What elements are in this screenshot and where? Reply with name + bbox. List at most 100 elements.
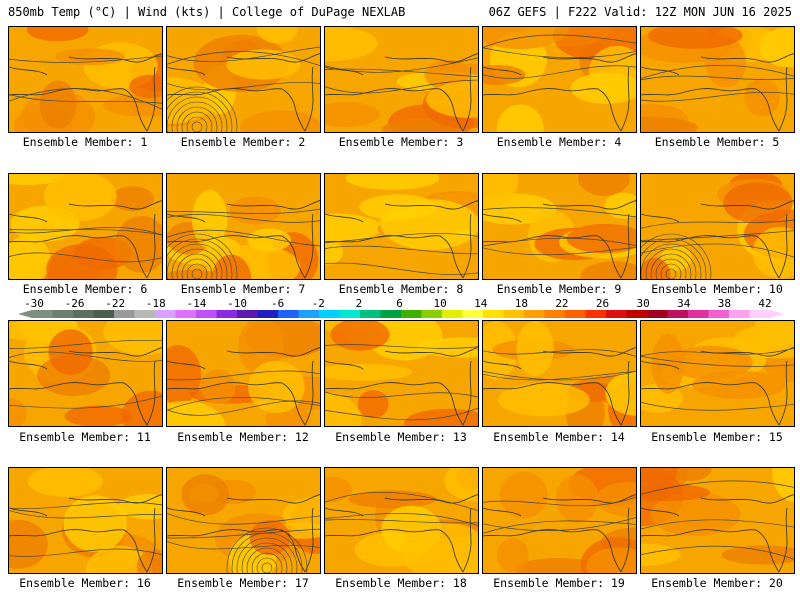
contour-line [641, 230, 794, 241]
contour-line [167, 82, 320, 91]
storm-contour [167, 233, 238, 279]
ensemble-panel [640, 320, 795, 427]
contour-line [167, 513, 320, 525]
storm-contour [641, 238, 707, 279]
colorbar-tick-label: 42 [758, 297, 772, 310]
temperature-area [580, 261, 636, 279]
colorbar-swatch [216, 310, 238, 318]
colorbar-tick-label: 38 [717, 297, 731, 310]
temperature-area [238, 321, 284, 375]
contour-line [641, 347, 794, 357]
temperature-area [167, 345, 202, 405]
contour-line [641, 480, 794, 495]
colorbar-swatch [155, 310, 176, 318]
temperature-area [129, 74, 162, 99]
contour-line [641, 219, 794, 229]
ensemble-panel [8, 26, 163, 133]
colorbar-tick-label: -26 [64, 297, 85, 310]
contour-line [641, 64, 794, 79]
contour-line [483, 47, 636, 59]
storm-contour [641, 243, 702, 279]
ensemble-member-label: Ensemble Member: 6 [22, 282, 148, 296]
colorbar-swatch [421, 310, 443, 318]
temperature-area [64, 405, 132, 426]
temperature-area [426, 81, 478, 118]
coastline [9, 53, 162, 132]
ensemble-member-label: Ensemble Member: 17 [177, 576, 309, 590]
colorbar-swatch [503, 310, 525, 318]
temperature-area [330, 321, 390, 351]
temperature-colorbar [18, 310, 784, 318]
contour-line [483, 520, 636, 534]
ensemble-panel [482, 173, 637, 280]
temperature-area [9, 398, 27, 426]
ensemble-panel [324, 320, 479, 427]
temperature-area [641, 484, 711, 502]
coastline [483, 494, 636, 573]
ensemble-member-label: Ensemble Member: 15 [651, 430, 783, 444]
colorbar-swatch [729, 310, 750, 318]
temperature-area [26, 27, 89, 42]
colorbar-swatch [32, 310, 53, 318]
ensemble-member-label: Ensemble Member: 3 [338, 135, 464, 149]
coastline [483, 53, 636, 132]
colorbar-swatch [544, 310, 566, 318]
storm-contour [176, 253, 218, 279]
colorbar-swatch [667, 310, 689, 318]
colorbar-swatch [483, 310, 504, 318]
coastline [167, 53, 320, 132]
contour-line [167, 208, 320, 214]
colorbar-tick-label: 10 [433, 297, 447, 310]
temperature-area [27, 468, 103, 497]
colorbar-tick-label: 26 [595, 297, 610, 310]
colorbar-min-arrow [18, 310, 32, 318]
contour-line [167, 396, 320, 411]
temperature-area [400, 522, 478, 573]
colorbar-swatch [237, 310, 258, 318]
contour-line [641, 519, 794, 530]
contour-line [483, 517, 636, 531]
temperature-area [43, 174, 117, 222]
ensemble-panel [482, 26, 637, 133]
contour-line [641, 545, 794, 560]
ensemble-member-label: Ensemble Member: 14 [493, 430, 625, 444]
contour-line [483, 370, 636, 381]
ensemble-member-label: Ensemble Member: 11 [19, 430, 151, 444]
coastline [325, 347, 478, 426]
colorbar-swatch [565, 310, 586, 318]
temperature-area [723, 182, 793, 224]
temperature-area [705, 37, 747, 88]
colorbar-swatch [524, 310, 545, 318]
contour-line [167, 51, 320, 67]
temperature-area [325, 238, 344, 265]
contour-line [9, 227, 162, 236]
coastline [9, 200, 162, 279]
storm-contour [226, 527, 308, 573]
colorbar-tick-label: 18 [514, 297, 528, 310]
colorbar-swatch [278, 310, 299, 318]
temperature-area [596, 482, 636, 517]
contour-line [325, 513, 478, 527]
contour-line [325, 407, 478, 421]
contour-line [167, 541, 320, 550]
temperature-area [325, 364, 413, 381]
contour-line [325, 79, 478, 94]
storm-contour [645, 248, 697, 279]
temperature-area [9, 321, 64, 341]
temperature-area [325, 476, 352, 503]
colorbar-tick-label: 2 [355, 297, 363, 310]
temperature-area [167, 77, 216, 124]
colorbar-swatch [196, 310, 217, 318]
coastline [483, 347, 636, 426]
colorbar-swatch [380, 310, 402, 318]
colorbar-tick-label: 22 [555, 297, 569, 310]
storm-contour [171, 248, 223, 279]
temperature-area [200, 369, 236, 405]
colorbar-swatch [688, 310, 709, 318]
contour-line [9, 94, 162, 104]
ensemble-member-label: Ensemble Member: 9 [496, 282, 622, 296]
temperature-area [444, 468, 478, 502]
storm-contour [191, 268, 203, 279]
colorbar-swatch [114, 310, 135, 318]
ensemble-member-label: Ensemble Member: 5 [654, 135, 780, 149]
